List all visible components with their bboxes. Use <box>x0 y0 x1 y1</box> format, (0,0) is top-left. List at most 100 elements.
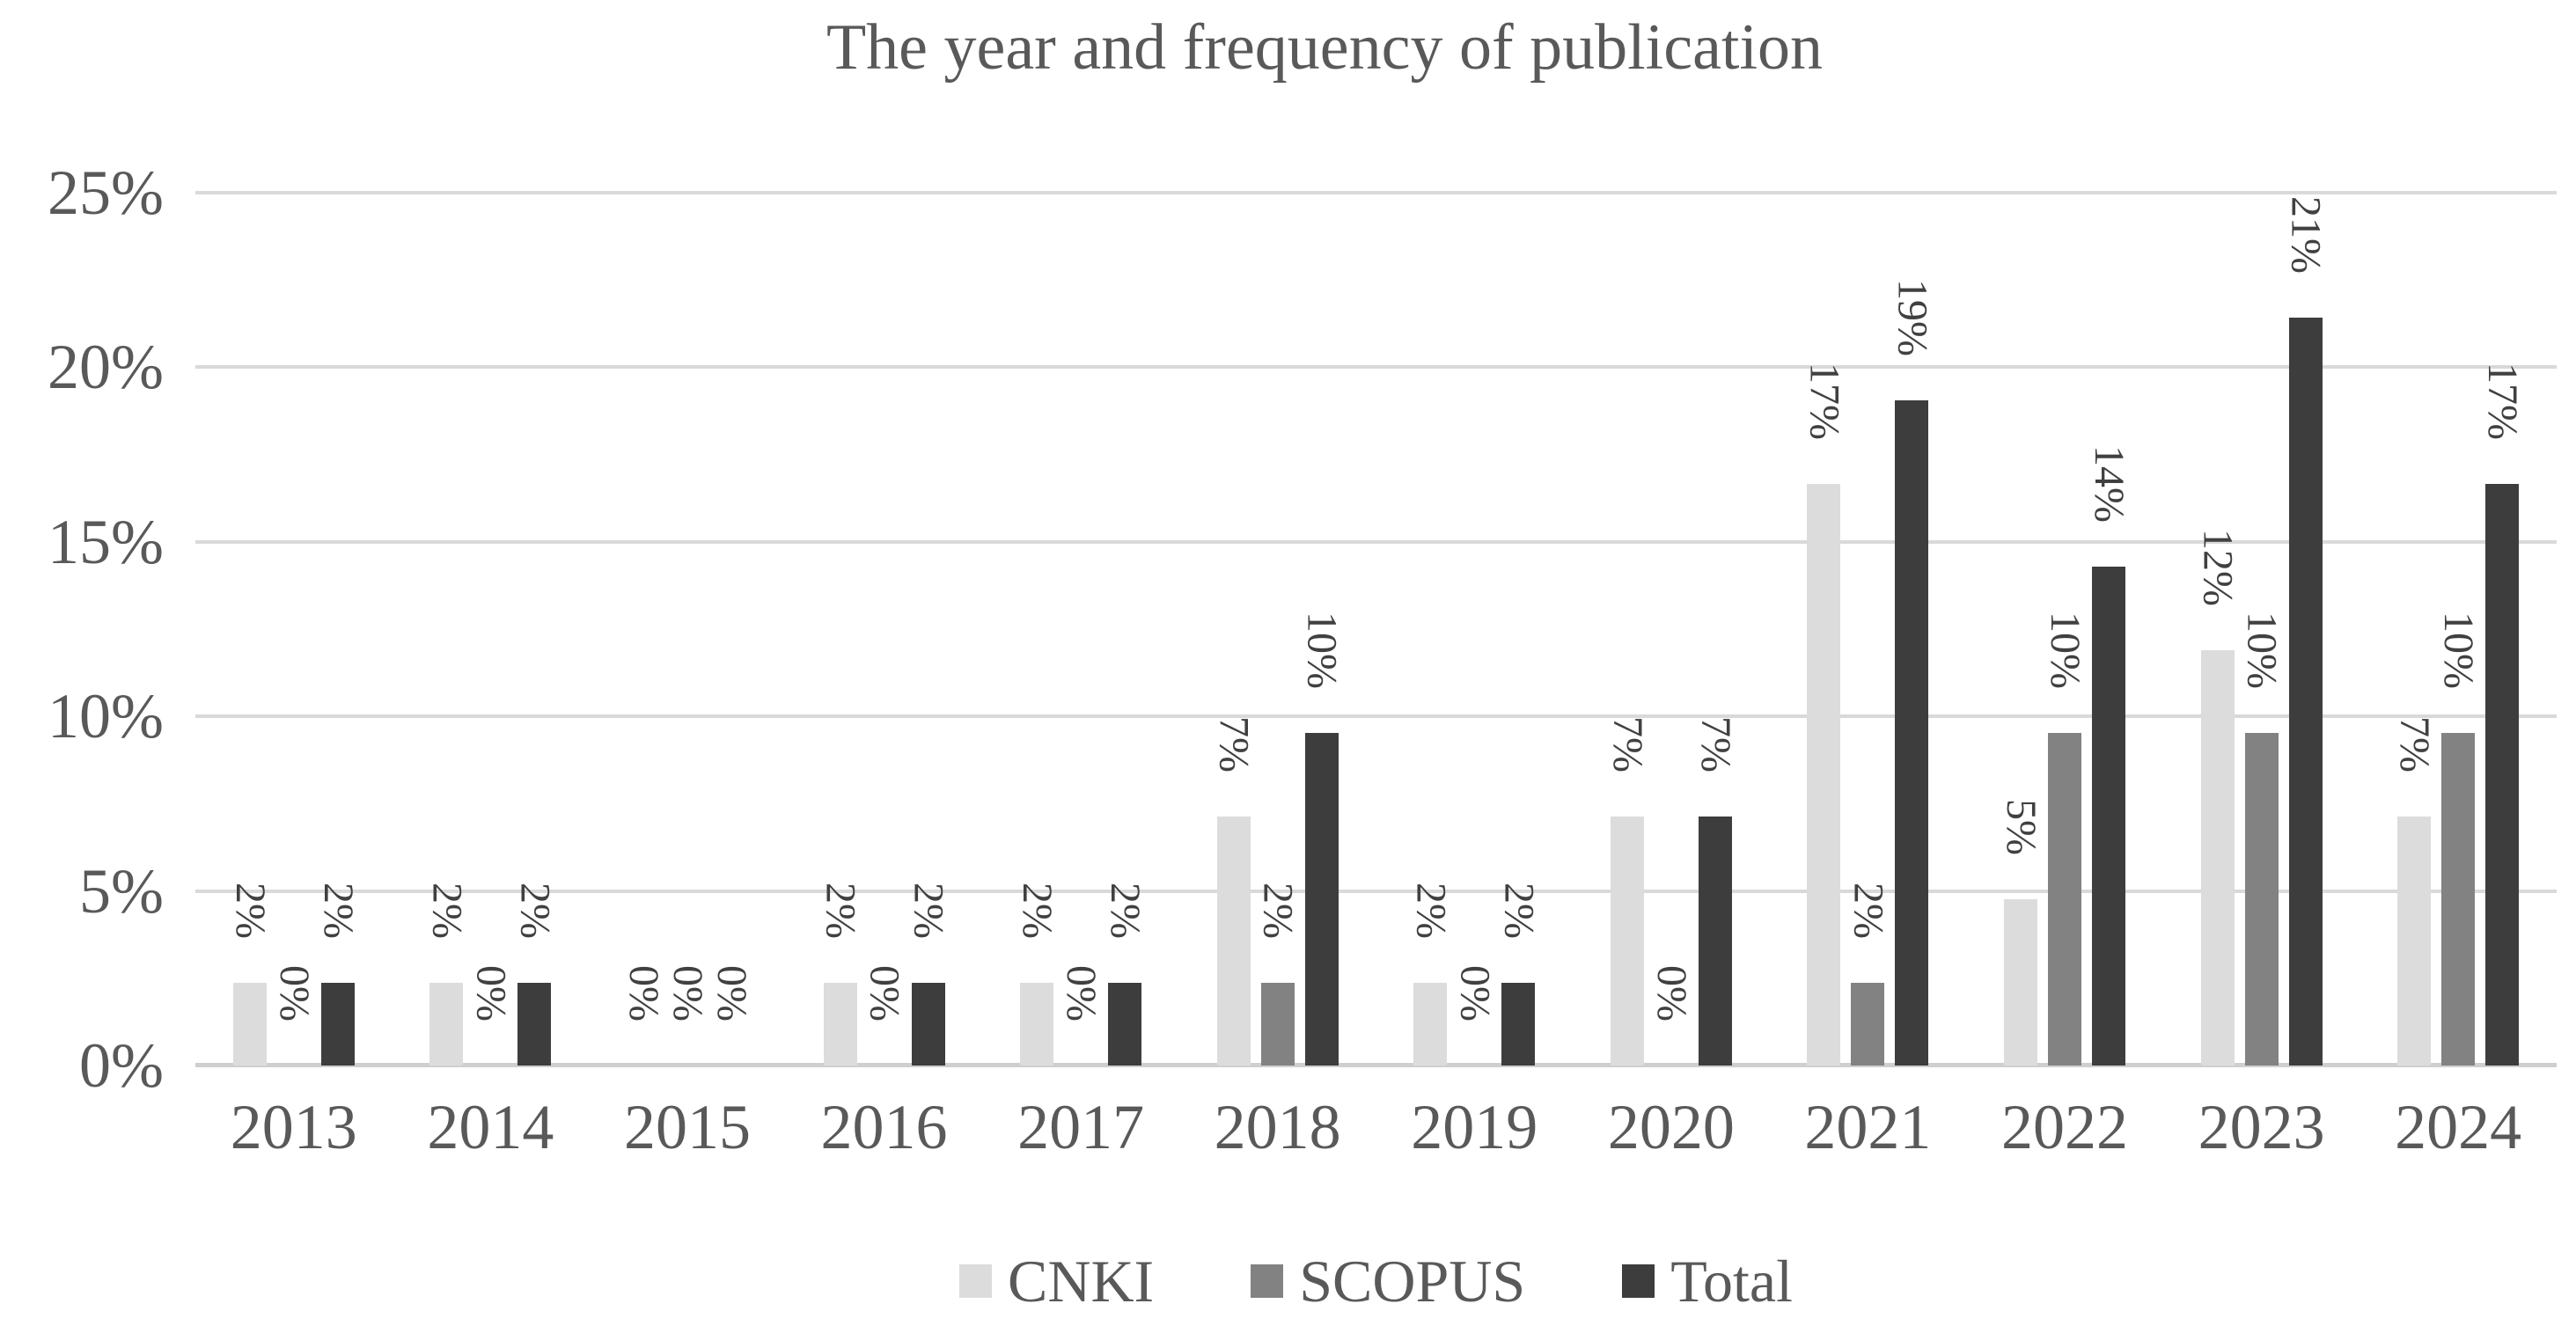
bar-cnki-2024: 7% <box>2391 716 2438 1066</box>
bar-value-label: 7% <box>1604 715 1651 773</box>
bar-value-label: 0% <box>620 965 667 1022</box>
bar-value-label: 0% <box>861 965 908 1022</box>
bar-value-label: 2% <box>1102 882 1149 939</box>
bar-total-2013: 2% <box>315 883 362 1066</box>
y-tick-label: 0% <box>79 1030 164 1101</box>
bar-value-label: 2% <box>314 882 362 939</box>
x-tick-label: 2022 <box>2000 1092 2128 1162</box>
legend-label: Total <box>1670 1248 1793 1315</box>
bar-value-label: 17% <box>2479 362 2527 440</box>
bar-value-label: 21% <box>2282 195 2330 274</box>
x-tick-label: 2021 <box>1804 1092 1932 1162</box>
bar-total-2021: 19% <box>1889 279 1935 1066</box>
legend: CNKI SCOPUS Total <box>195 1251 2557 1311</box>
bar-value-label: 19% <box>1889 279 1936 357</box>
bar-scopus-2022: 10% <box>2042 612 2088 1066</box>
bar-value-label: 5% <box>1997 799 2044 856</box>
bar-value-label: 2% <box>226 882 274 939</box>
bar-value-label: 2% <box>423 882 471 939</box>
bar-value-label: 10% <box>2041 612 2088 690</box>
bar-value-label: 0% <box>664 965 711 1022</box>
bar-value-label: 2% <box>817 882 864 939</box>
bar-value-label: 7% <box>2391 715 2439 773</box>
y-tick-label: 25% <box>48 157 164 228</box>
bar-value-label: 7% <box>1210 715 1258 773</box>
bar-value-label: 0% <box>270 965 318 1022</box>
bar-total-2017: 2% <box>1102 883 1149 1066</box>
category-group-2020: 7% 0% 7% <box>1573 193 1770 1066</box>
bar-total-2022: 14% <box>2086 445 2132 1066</box>
gridline <box>195 191 2557 194</box>
bar-value-label: 0% <box>1451 965 1499 1022</box>
bar-scopus-2024: 10% <box>2435 612 2482 1066</box>
legend-label: CNKI <box>1007 1248 1155 1315</box>
y-tick-label: 15% <box>48 506 164 577</box>
gridline <box>195 365 2557 370</box>
bar-scopus-2023: 10% <box>2239 612 2286 1066</box>
x-axis: 2013 2014 2015 2016 2017 2018 2019 2020 2021 2022… <box>195 1095 2557 1159</box>
bar-cnki-2013: 2% <box>227 883 274 1066</box>
x-tick-label: 2020 <box>1607 1092 1735 1162</box>
bar-value-label: 2% <box>1014 882 1061 939</box>
category-group-2019: 2% 0% 2% <box>1376 193 1573 1066</box>
gridline <box>195 889 2557 893</box>
bar-value-label: 2% <box>905 882 952 939</box>
bar-value-label: 17% <box>1801 362 1848 440</box>
gridline <box>195 539 2557 544</box>
chart-title: The year and frequency of publication <box>826 11 1824 84</box>
bar-cnki-2018: 7% <box>1211 716 1258 1066</box>
bar-value-label: 0% <box>1058 965 1105 1022</box>
bar-cnki-2014: 2% <box>423 883 470 1066</box>
x-tick-label: 2017 <box>1017 1092 1145 1162</box>
bar-value-label: 2% <box>1845 882 1892 939</box>
bar-value-label: 14% <box>2085 445 2132 523</box>
legend-item-scopus: SCOPUS <box>1251 1251 1525 1311</box>
bar-value-label: 2% <box>511 882 559 939</box>
plot-area: 2% 0% 2% 2% 0% 2% 0% 0% 0% 2% 0% 2% 2% 0% 2% 7% 2% 10% 2% 0… <box>195 191 2557 1067</box>
bar-cnki-2020: 7% <box>1604 716 1651 1066</box>
bar-total-2016: 2% <box>906 883 952 1066</box>
legend-swatch-cnki <box>958 1264 992 1298</box>
gridline <box>195 714 2557 719</box>
legend-swatch-scopus <box>1251 1264 1284 1298</box>
bar-groups: 2% 0% 2% 2% 0% 2% 0% 0% 0% 2% 0% 2% 2% 0% 2% 7% 2% 10% 2% 0… <box>195 193 2557 1066</box>
legend-item-total: Total <box>1622 1251 1793 1311</box>
bar-total-2020: 7% <box>1692 716 1739 1066</box>
y-tick-label: 10% <box>48 681 164 752</box>
category-group-2023: 12% 10% 21% <box>2163 193 2360 1066</box>
category-group-2017: 2% 0% 2% <box>982 193 1179 1066</box>
bar-total-2019: 2% <box>1495 883 1542 1066</box>
bar-value-label: 10% <box>1298 612 1346 690</box>
y-axis: 0% 5% 10% 15% 20% 25% <box>0 161 164 1097</box>
bar-value-label: 10% <box>2238 612 2286 690</box>
bar-value-label: 10% <box>2435 612 2483 690</box>
bar-value-label: 0% <box>708 965 755 1022</box>
category-group-2018: 7% 2% 10% <box>1179 193 1376 1066</box>
legend-item-cnki: CNKI <box>958 1248 1155 1315</box>
y-tick-label: 5% <box>79 855 164 927</box>
bar-scopus-2021: 2% <box>1845 883 1891 1066</box>
bar-cnki-2019: 2% <box>1407 883 1454 1066</box>
bar-value-label: 7% <box>1692 715 1739 773</box>
bar-value-label: 0% <box>467 965 515 1022</box>
bar-value-label: 2% <box>1407 882 1455 939</box>
bar-cnki-2021: 17% <box>1801 363 1847 1066</box>
bar-cnki-2022: 5% <box>1998 799 2044 1066</box>
category-group-2013: 2% 0% 2% <box>195 193 393 1066</box>
x-axis-line <box>195 1063 2557 1067</box>
x-tick-label: 2014 <box>427 1092 554 1162</box>
bar-total-2018: 10% <box>1299 612 1346 1066</box>
category-group-2024: 7% 10% 17% <box>2359 193 2557 1066</box>
bar-cnki-2023: 12% <box>2195 529 2242 1066</box>
x-tick-label: 2015 <box>623 1092 751 1162</box>
category-group-2014: 2% 0% 2% <box>393 193 590 1066</box>
bar-value-label: 0% <box>1648 965 1695 1022</box>
bar-total-2014: 2% <box>511 883 558 1066</box>
x-tick-label: 2013 <box>230 1092 357 1162</box>
category-group-2022: 5% 10% 14% <box>1966 193 2163 1066</box>
bar-total-2024: 17% <box>2479 363 2526 1066</box>
bar-cnki-2016: 2% <box>818 883 864 1066</box>
x-tick-label: 2018 <box>1214 1092 1341 1162</box>
legend-label: SCOPUS <box>1299 1248 1526 1315</box>
